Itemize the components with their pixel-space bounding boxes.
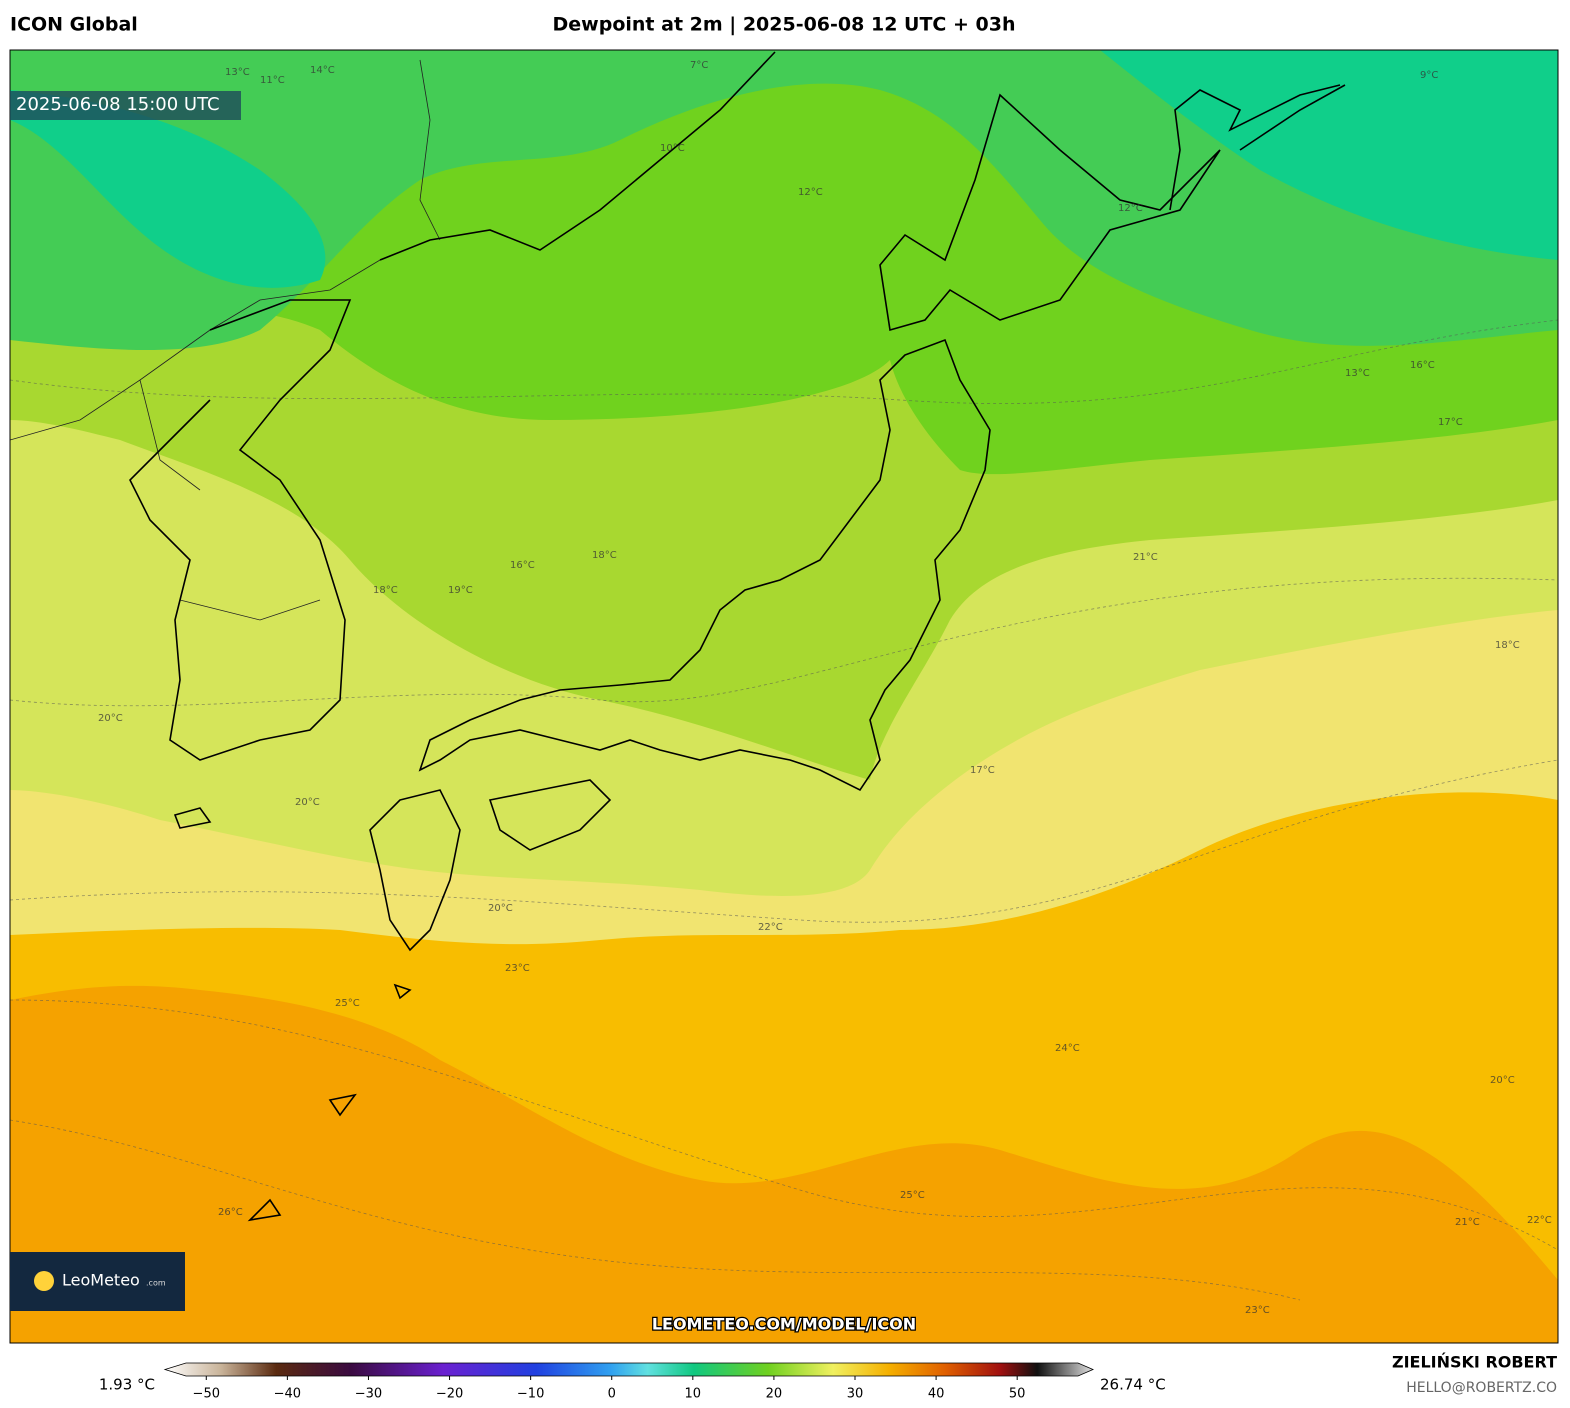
- contour-label: 22°C: [1527, 1215, 1552, 1226]
- contour-label: 12°C: [798, 187, 823, 198]
- honshu: [418, 338, 991, 792]
- contour-label: 20°C: [98, 713, 123, 724]
- author: ZIELIŃSKI ROBERT: [1392, 1353, 1557, 1372]
- map: 13°C 14°C 11°C 7°C 10°C 12°C 9°C 12°C 13°C 16°C 17…: [10, 50, 1558, 1343]
- contour-label: 21°C: [1133, 552, 1158, 563]
- contour-label: 26°C: [218, 1207, 243, 1218]
- kyushu: [369, 789, 461, 952]
- min-value: 1.93 °C: [99, 1376, 155, 1394]
- shikoku: [488, 779, 612, 851]
- contour-label: 10°C: [660, 143, 685, 154]
- email: HELLO@ROBERTZ.CO: [1406, 1380, 1557, 1396]
- contour-label: 25°C: [900, 1190, 925, 1201]
- model-name: ICON Global: [10, 14, 138, 36]
- contour-label: 20°C: [1490, 1075, 1515, 1086]
- map-title: Dewpoint at 2m | 2025-06-08 12 UTC + 03h: [553, 14, 1016, 36]
- colorbar-tick-label: −10: [517, 1387, 544, 1402]
- contour-label: 16°C: [1410, 360, 1435, 371]
- valid-time: 2025-06-08 15:00 UTC: [16, 94, 220, 115]
- isoline: [10, 1119, 1301, 1301]
- contour-label: 20°C: [488, 903, 513, 914]
- contour-label: 13°C: [225, 67, 250, 78]
- contour-label: 12°C: [1118, 203, 1143, 214]
- coastline: [379, 51, 776, 261]
- time-box: [10, 91, 241, 120]
- contour-label: 9°C: [1420, 70, 1438, 81]
- colorbar-tick-label: 20: [766, 1387, 783, 1402]
- contour-label: 24°C: [1055, 1043, 1080, 1054]
- colorbar-tick-label: 40: [928, 1387, 945, 1402]
- contour-label: 18°C: [592, 550, 617, 561]
- colorbar-tick-label: 50: [1009, 1387, 1026, 1402]
- colorbar-tick-label: 0: [608, 1387, 616, 1402]
- colorbar-body: [163, 1362, 1095, 1377]
- watermark: LEOMETEO.COM/MODEL/ICON: [652, 1315, 916, 1334]
- colorbar-tick-label: −50: [193, 1387, 220, 1402]
- contour-label: 22°C: [758, 922, 783, 933]
- field-teal: [10, 50, 1558, 288]
- contour-label: 7°C: [690, 60, 708, 71]
- isoline: [10, 577, 1558, 707]
- coastline: [1169, 84, 1346, 211]
- contour-label: 20°C: [295, 797, 320, 808]
- contour-label: 17°C: [970, 765, 995, 776]
- contour-label: 16°C: [510, 560, 535, 571]
- contour-label: 18°C: [373, 585, 398, 596]
- coastline: [129, 299, 352, 761]
- logo-text: LeoMeteo: [62, 1271, 140, 1290]
- field-darkgreen: [10, 50, 1558, 350]
- contour-label: 21°C: [1455, 1217, 1480, 1228]
- contour-label: 11°C: [260, 75, 285, 86]
- isoline: [10, 759, 1558, 923]
- contour-label: 19°C: [448, 585, 473, 596]
- isoline: [10, 999, 1558, 1251]
- contour-label: 13°C: [1345, 368, 1370, 379]
- hokkaido: [879, 93, 1221, 332]
- colorbar-tick-label: −40: [274, 1387, 301, 1402]
- colorbar: −50 −40 −30 −20 −10 0 10 20 30 40 50: [163, 1362, 1095, 1402]
- colorbar-tick-label: −20: [436, 1387, 463, 1402]
- contour-labels: 13°C 14°C 11°C 7°C 10°C 12°C 9°C 12°C 13°C 16°C 17…: [98, 60, 1552, 1316]
- contour-label: 23°C: [1245, 1305, 1270, 1316]
- contour-label: 17°C: [1438, 417, 1463, 428]
- island: [173, 807, 412, 1222]
- contour-label: 25°C: [335, 998, 360, 1009]
- logo-suffix: .com: [146, 1279, 166, 1288]
- map-frame: [9, 49, 1559, 1344]
- max-value: 26.74 °C: [1100, 1376, 1166, 1394]
- colorbar-tick-label: −30: [355, 1387, 382, 1402]
- contour-label: 14°C: [310, 65, 335, 76]
- contour-label: 18°C: [1495, 640, 1520, 651]
- contour-label: 23°C: [505, 963, 530, 974]
- logo-sun: [34, 1271, 54, 1291]
- colorbar-tick-label: 10: [685, 1387, 702, 1402]
- colorbar-tick-label: 30: [847, 1387, 864, 1402]
